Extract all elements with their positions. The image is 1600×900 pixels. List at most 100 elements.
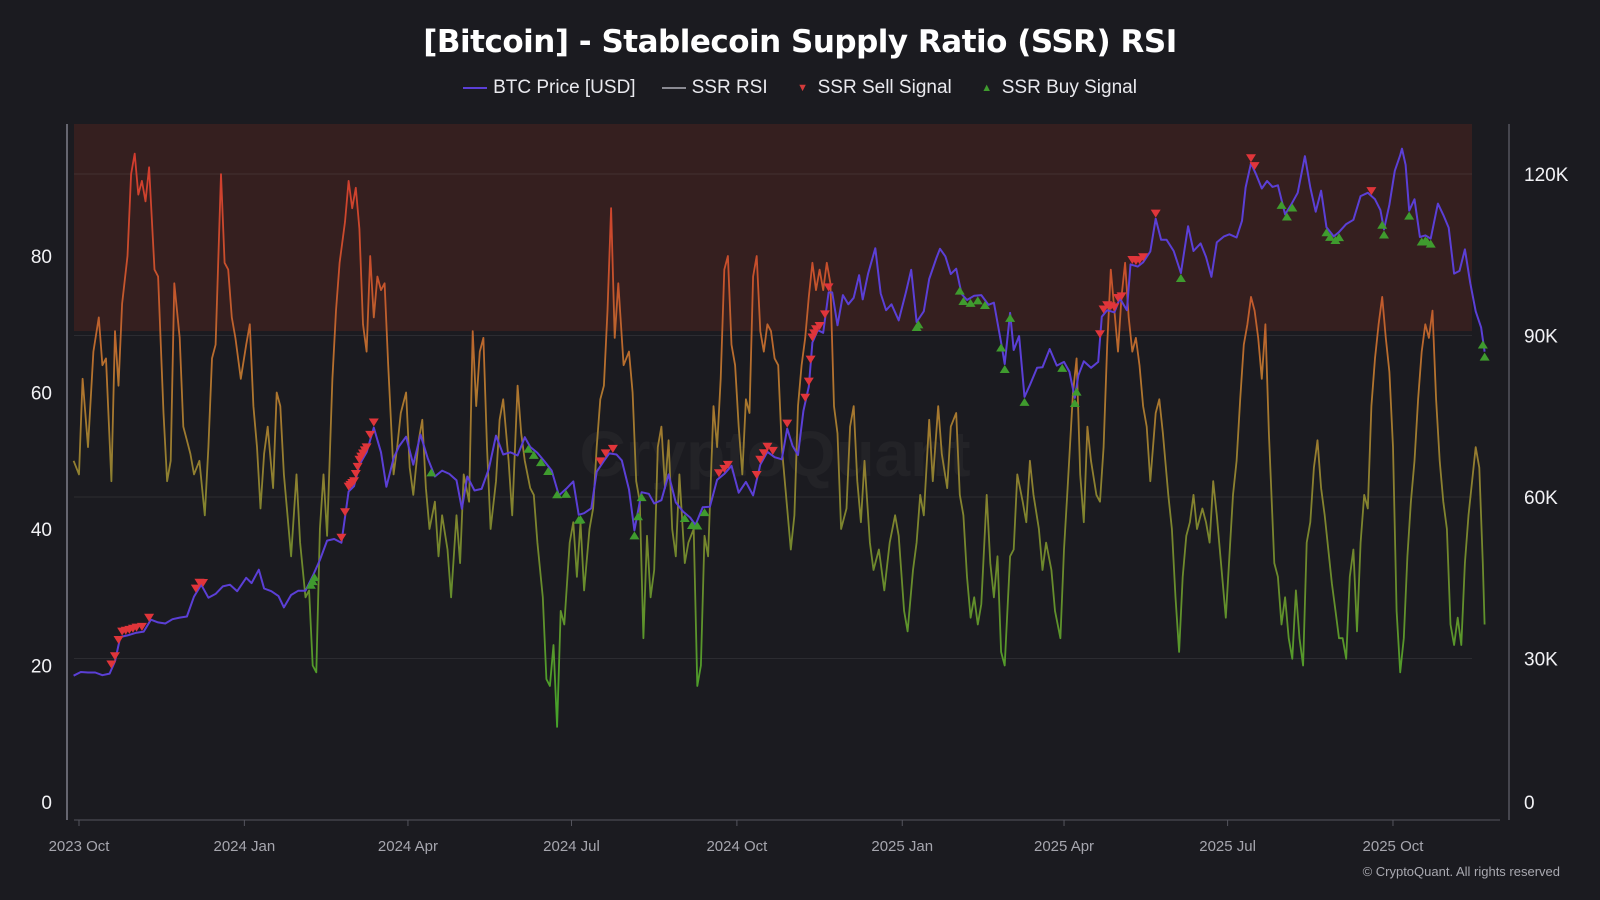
sell-signal-marker[interactable] (365, 430, 376, 439)
sell-signal-marker[interactable] (1245, 154, 1256, 163)
sell-signal-marker[interactable] (819, 310, 830, 319)
buy-signal-marker[interactable] (528, 450, 539, 459)
buy-signal-marker[interactable] (1281, 212, 1292, 221)
sell-signal-marker[interactable] (136, 622, 147, 631)
y-right-tick-label: 0 (1524, 793, 1535, 814)
sell-signal-marker[interactable] (800, 393, 811, 402)
sell-signal-marker[interactable] (113, 636, 124, 645)
buy-signal-marker[interactable] (1477, 340, 1488, 349)
buy-signal-marker[interactable] (996, 343, 1007, 352)
sell-signal-marker[interactable] (713, 469, 724, 478)
legend-label-sell-signal: SSR Sell Signal (817, 77, 952, 98)
sell-signal-marker[interactable] (823, 283, 834, 292)
buy-signal-marker[interactable] (1069, 398, 1080, 407)
buy-signal-marker[interactable] (999, 365, 1010, 374)
buy-signal-marker[interactable] (1321, 228, 1332, 237)
sell-signal-marker[interactable] (109, 652, 120, 661)
sell-signal-marker[interactable] (349, 477, 360, 486)
sell-signal-marker[interactable] (807, 333, 818, 342)
sell-signal-marker[interactable] (368, 418, 379, 427)
sell-signal-marker[interactable] (1116, 292, 1127, 301)
buy-signal-marker[interactable] (1276, 200, 1287, 209)
x-tick-label: 2025 Oct (1363, 838, 1425, 855)
sell-signal-marker[interactable] (782, 419, 793, 428)
buy-signal-marker[interactable] (954, 286, 965, 295)
sell-signal-marker[interactable] (350, 470, 361, 479)
x-tick-label: 2025 Apr (1034, 838, 1094, 855)
sell-signal-marker[interactable] (190, 584, 201, 593)
buy-signal-marker[interactable] (1425, 239, 1436, 248)
buy-signal-marker[interactable] (426, 468, 437, 477)
sell-signal-marker[interactable] (758, 449, 769, 458)
buy-signal-marker[interactable] (1334, 233, 1345, 242)
buy-signal-marker[interactable] (561, 489, 572, 498)
buy-signal-marker[interactable] (1057, 363, 1068, 372)
legend-item-buy-signal[interactable]: ▲ SSR Buy Signal (978, 77, 1137, 99)
sell-signal-marker[interactable] (1094, 330, 1105, 339)
legend-item-sell-signal[interactable]: ▼ SSR Sell Signal (794, 77, 952, 99)
buy-signal-marker[interactable] (1377, 220, 1388, 229)
sell-signal-marker[interactable] (1098, 305, 1109, 314)
sell-signal-marker[interactable] (762, 442, 773, 451)
buy-signal-marker[interactable] (1287, 203, 1298, 212)
buy-signal-marker[interactable] (1005, 313, 1016, 322)
buy-signal-marker[interactable] (1175, 274, 1186, 283)
buy-signal-marker[interactable] (699, 508, 710, 517)
buy-signal-marker[interactable] (679, 514, 690, 523)
sell-signal-marker[interactable] (803, 377, 814, 386)
sell-signal-marker[interactable] (336, 533, 347, 542)
buy-signal-marker[interactable] (535, 458, 546, 467)
sell-signal-marker[interactable] (106, 660, 117, 669)
ssr-rsi-line-swatch (661, 87, 686, 89)
sell-signal-marker[interactable] (198, 578, 209, 587)
buy-signal-marker[interactable] (633, 512, 644, 521)
buy-signal-marker[interactable] (629, 531, 640, 540)
btc-price-line-swatch (463, 87, 488, 89)
triangle-down-icon: ▼ (797, 82, 809, 94)
sell-signal-marker[interactable] (595, 457, 606, 466)
y-right-tick-label: 30K (1524, 650, 1558, 671)
buy-signal-marker[interactable] (958, 297, 969, 306)
buy-signal-marker[interactable] (636, 493, 647, 502)
sell-signal-marker[interactable] (755, 455, 766, 464)
buy-signal-marker[interactable] (543, 467, 554, 476)
buy-signal-marker[interactable] (1479, 352, 1490, 361)
buy-signal-marker[interactable] (965, 298, 976, 307)
sell-signal-marker[interactable] (805, 355, 816, 364)
sell-signal-marker[interactable] (1138, 253, 1149, 262)
sell-signal-marker[interactable] (1249, 162, 1260, 171)
sell-signal-marker[interactable] (361, 443, 372, 452)
buy-signal-marker[interactable] (692, 521, 703, 530)
sell-signal-marker[interactable] (767, 446, 778, 455)
sell-signal-marker[interactable] (814, 322, 825, 331)
buy-signal-marker[interactable] (1019, 397, 1030, 406)
sell-signal-marker[interactable] (1366, 187, 1377, 196)
buy-signal-marker[interactable] (307, 577, 318, 586)
buy-signal-marker[interactable] (979, 300, 990, 309)
legend-item-ssr-rsi[interactable]: SSR RSI (661, 77, 768, 99)
buy-signal-marker[interactable] (1071, 387, 1082, 396)
buy-signal-marker[interactable] (1378, 230, 1389, 239)
sell-signal-marker[interactable] (600, 449, 611, 458)
buy-signal-marker[interactable] (309, 573, 320, 582)
y-left-tick-label: 40 (31, 520, 52, 541)
sell-signal-marker[interactable] (751, 471, 762, 480)
buy-signal-marker[interactable] (1404, 211, 1415, 220)
sell-signal-marker[interactable] (607, 444, 618, 453)
sell-signal-marker[interactable] (1109, 303, 1120, 312)
buy-signal-marker[interactable] (972, 296, 983, 305)
buy-signal-marker[interactable] (1325, 232, 1336, 241)
sell-signal-marker[interactable] (340, 508, 351, 517)
legend-item-btc-price[interactable]: BTC Price [USD] (463, 77, 636, 99)
buy-signal-marker[interactable] (523, 444, 534, 453)
buy-signal-marker[interactable] (575, 515, 586, 524)
buy-signal-marker[interactable] (552, 490, 563, 499)
sell-signal-marker[interactable] (722, 460, 733, 469)
sell-signal-marker[interactable] (352, 462, 363, 471)
sell-signal-marker[interactable] (144, 613, 155, 622)
sell-signal-marker[interactable] (1150, 209, 1161, 218)
overbought-zone (74, 124, 1472, 332)
chart-title: [Bitcoin] - Stablecoin Supply Ratio (SSR… (423, 24, 1177, 60)
buy-signal-marker[interactable] (913, 320, 924, 329)
